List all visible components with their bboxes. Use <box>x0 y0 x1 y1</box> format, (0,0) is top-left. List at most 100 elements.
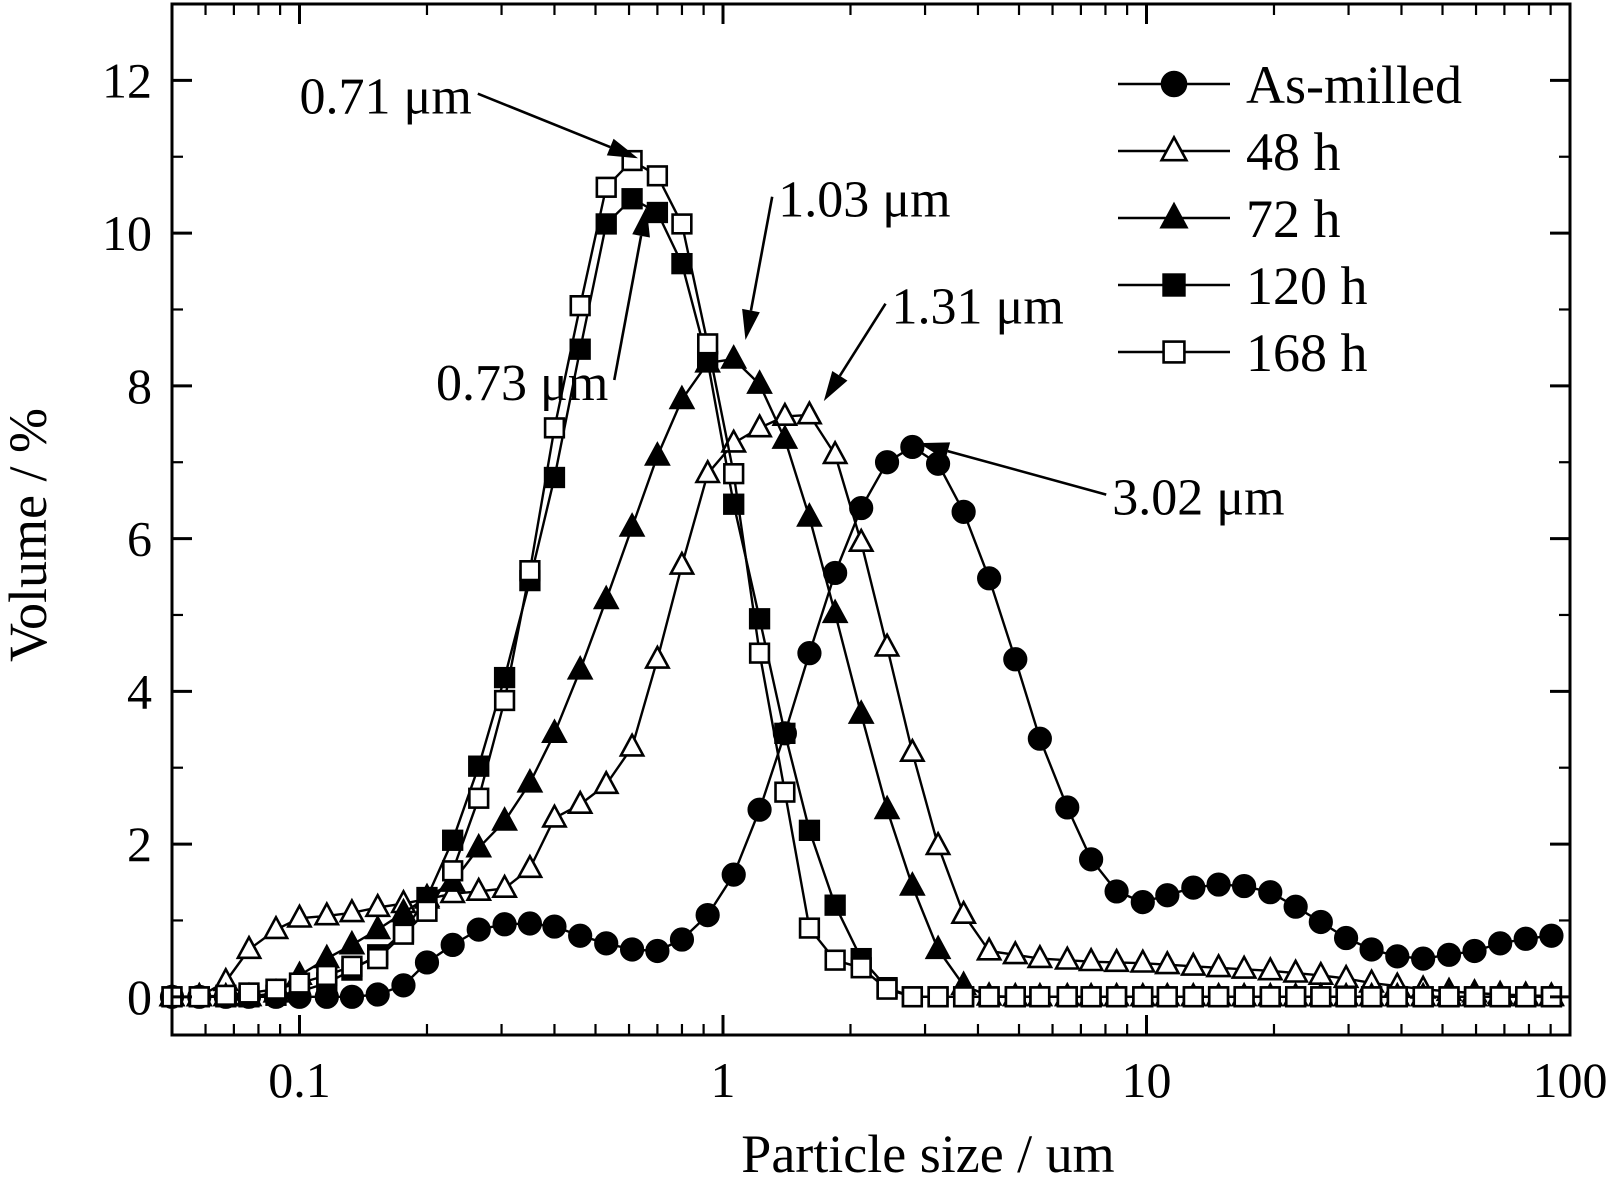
data-point-48-h <box>644 644 671 669</box>
data-point-72-h <box>746 369 773 394</box>
annotation-label: 1.03 μm <box>778 172 950 229</box>
data-point-72-h <box>771 424 799 449</box>
data-point-72-h <box>847 699 875 724</box>
data-point-as-milled <box>1462 938 1487 964</box>
data-point-48-h <box>262 914 290 940</box>
data-point-as-milled <box>747 797 772 822</box>
y-tick-label: 2 <box>127 816 152 872</box>
annotation-arrow <box>838 302 887 377</box>
data-point-72-h <box>541 718 568 744</box>
data-point-168-h <box>288 972 311 994</box>
data-point-120-h <box>824 894 846 916</box>
data-point-168-h <box>1310 986 1332 1008</box>
data-point-48-h <box>1053 945 1081 970</box>
y-tick-label: 0 <box>127 969 152 1025</box>
annotation-arrowhead <box>632 206 650 238</box>
data-point-as-milled <box>391 973 416 998</box>
data-point-48-h <box>1103 947 1130 973</box>
data-point-as-milled <box>1079 847 1104 872</box>
data-point-168-h <box>188 986 210 1008</box>
data-point-as-milled <box>1283 894 1308 919</box>
annotation-arrowhead <box>606 138 639 159</box>
data-point-48-h <box>924 830 952 856</box>
data-point-as-milled <box>492 912 517 937</box>
annotation-arrow <box>947 449 1107 496</box>
data-point-168-h <box>1412 986 1434 1008</box>
legend-label: 168 h <box>1246 323 1368 383</box>
x-tick-label: 100 <box>1533 1052 1608 1108</box>
data-point-as-milled <box>414 950 440 975</box>
data-point-120-h <box>696 350 719 373</box>
data-point-168-h <box>824 949 846 971</box>
data-point-120-h <box>798 819 821 841</box>
data-point-48-h <box>746 412 773 438</box>
plot-frame <box>170 2 1572 1037</box>
data-point-168-h <box>1489 986 1511 1008</box>
x-tick-label: 0.1 <box>268 1052 331 1108</box>
data-point-120-h <box>595 213 617 235</box>
data-point-as-milled <box>1333 925 1359 951</box>
data-point-as-milled <box>1359 937 1384 962</box>
data-point-168-h <box>978 986 1000 1008</box>
annotation-arrow <box>749 196 774 311</box>
data-point-168-h <box>468 787 490 809</box>
y-tick-label: 4 <box>127 663 152 719</box>
data-point-168-h <box>595 176 617 198</box>
data-point-72-h <box>364 914 392 940</box>
data-point-72-h <box>899 871 926 896</box>
data-point-48-h <box>516 853 544 879</box>
data-point-120-h <box>774 722 796 744</box>
data-point-168-h <box>1132 986 1154 1008</box>
data-point-120-h <box>442 829 464 851</box>
data-point-72-h <box>592 584 620 610</box>
data-point-168-h <box>901 986 924 1008</box>
data-point-72-h <box>720 344 748 369</box>
data-point-72-h <box>390 897 417 923</box>
data-point-as-milled <box>440 932 465 957</box>
legend-entry-48-h: 48 h <box>1118 122 1341 182</box>
data-point-168-h <box>850 957 872 979</box>
data-point-168-h <box>671 213 693 235</box>
data-point-168-h <box>952 986 975 1008</box>
data-point-as-milled <box>1258 880 1283 905</box>
data-point-as-milled <box>1104 879 1129 904</box>
data-point-48-h <box>975 935 1003 961</box>
data-point-168-h <box>1463 986 1486 1008</box>
data-point-as-milled <box>977 566 1002 591</box>
y-tick-label: 6 <box>127 511 152 567</box>
legend-entry-as-milled: As-milled <box>1118 55 1462 115</box>
data-point-168-h <box>1029 986 1051 1008</box>
data-point-48-h <box>873 632 901 657</box>
y-tick-label: 10 <box>102 205 152 261</box>
y-axis-title: Volume / % <box>0 408 58 662</box>
x-tick-label: 1 <box>710 1052 735 1108</box>
data-point-as-milled <box>951 499 976 524</box>
data-point-as-milled <box>1130 890 1155 915</box>
data-point-48-h <box>796 399 823 425</box>
data-point-as-milled <box>466 917 491 942</box>
data-point-as-milled <box>1155 883 1180 908</box>
data-point-72-h <box>644 441 671 466</box>
data-point-as-milled <box>721 862 746 887</box>
data-point-72-h <box>465 832 493 858</box>
data-point-as-milled <box>1003 647 1028 672</box>
legend-entry-72-h: 72 h <box>1118 189 1341 249</box>
data-point-168-h <box>723 463 745 485</box>
y-tick-label: 12 <box>102 52 152 108</box>
data-point-as-milled <box>669 927 695 952</box>
data-point-168-h <box>798 917 821 939</box>
legend-label: As-milled <box>1246 55 1462 115</box>
data-point-as-milled <box>1308 909 1333 935</box>
data-point-168-h <box>1438 986 1460 1008</box>
data-point-168-h <box>774 781 796 803</box>
data-point-168-h <box>1284 986 1307 1008</box>
legend-marker <box>1162 340 1186 364</box>
data-point-as-milled <box>1539 923 1564 948</box>
data-point-168-h <box>442 860 464 882</box>
data-point-168-h <box>416 900 438 922</box>
data-point-48-h <box>1154 949 1181 975</box>
legend-label: 48 h <box>1246 122 1341 182</box>
data-point-168-h <box>1105 986 1128 1008</box>
data-point-168-h <box>519 560 541 582</box>
